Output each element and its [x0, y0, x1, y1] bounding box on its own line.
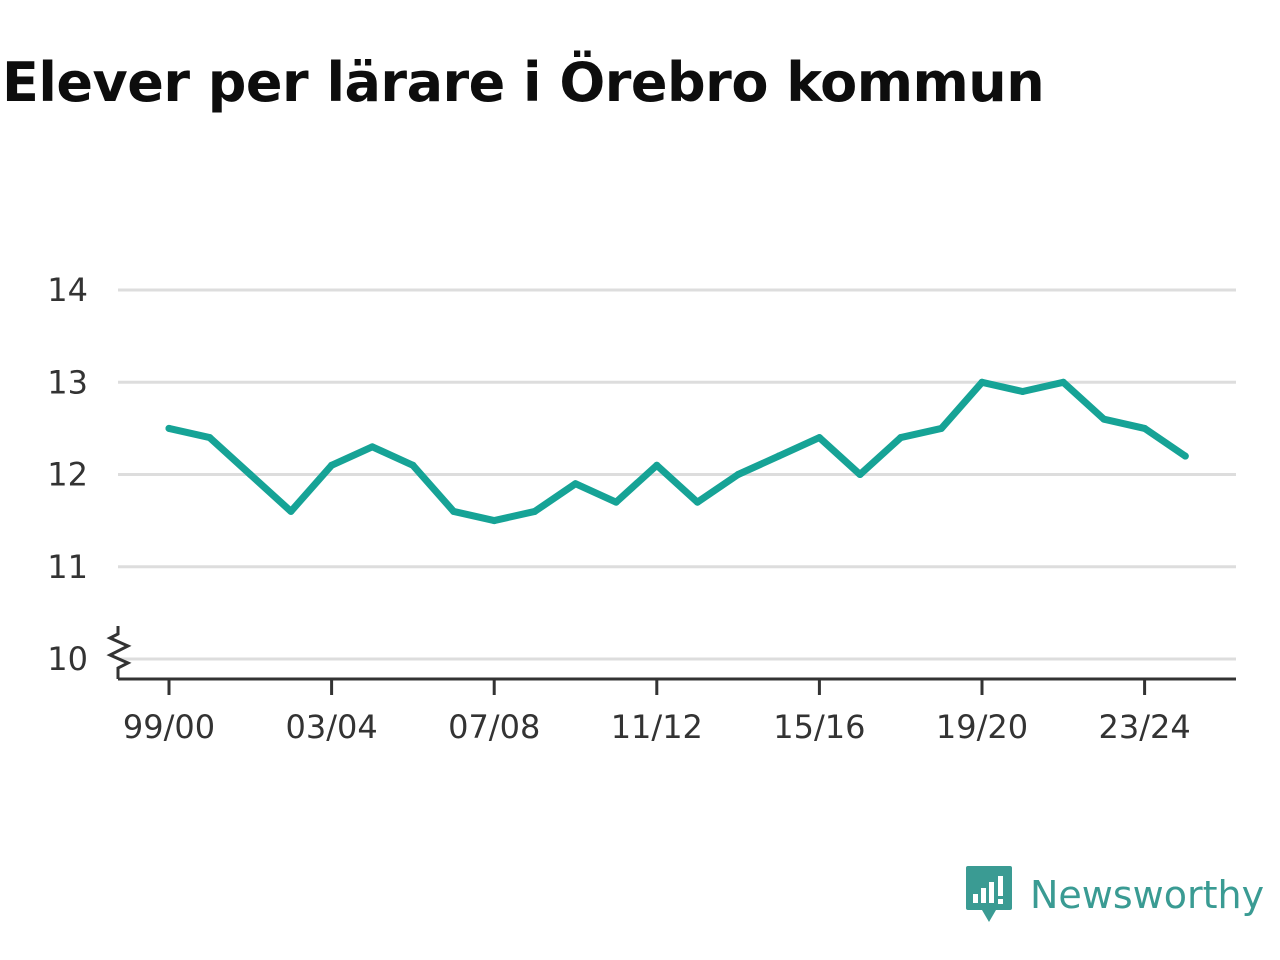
data-point	[1019, 387, 1027, 395]
data-point	[734, 471, 742, 478]
data-point	[368, 443, 376, 451]
data-point	[693, 498, 701, 506]
data-point	[1141, 424, 1149, 432]
x-tick-label: 23/24	[1098, 708, 1190, 746]
y-axis-break	[106, 626, 132, 679]
newsworthy-brand[interactable]: Newsworthy	[964, 864, 1264, 926]
data-point	[165, 424, 173, 432]
data-point	[409, 461, 417, 469]
x-tick-label: 11/12	[611, 708, 703, 746]
data-point	[531, 507, 539, 515]
data-point	[897, 434, 905, 442]
data-point	[1059, 378, 1067, 386]
data-point	[775, 452, 783, 460]
series	[165, 378, 1189, 525]
y-tick-label: 13	[47, 363, 88, 401]
x-tick-label: 07/08	[448, 708, 540, 746]
data-point	[653, 461, 661, 469]
y-axis-ticks: 10 11 12 13 14	[47, 271, 88, 678]
axes	[106, 626, 1236, 681]
data-point	[612, 498, 620, 506]
chart-title: Elever per lärare i Örebro kommun	[2, 51, 1045, 114]
data-point	[328, 461, 336, 469]
data-point	[287, 507, 295, 515]
data-point	[978, 378, 986, 386]
newsworthy-logo-icon	[966, 866, 1012, 922]
x-tick-label: 19/20	[936, 708, 1028, 746]
x-tick-label: 03/04	[285, 708, 377, 746]
data-point	[246, 471, 254, 478]
data-point	[572, 480, 579, 488]
data-point	[1100, 415, 1108, 423]
data-point	[815, 434, 823, 442]
data-point	[856, 471, 864, 478]
data-point	[450, 507, 458, 515]
x-tick-label: 99/00	[123, 708, 215, 746]
data-point	[206, 434, 214, 442]
y-tick-label: 11	[47, 548, 88, 586]
brand-name: Newsworthy	[1030, 873, 1265, 917]
y-tick-label: 14	[47, 271, 88, 309]
y-tick-label: 12	[47, 456, 88, 494]
y-tick-label: 10	[47, 640, 88, 678]
x-tick-label: 15/16	[773, 708, 865, 746]
series-line	[165, 378, 1189, 525]
data-point	[490, 517, 498, 525]
data-point	[1181, 452, 1189, 460]
gridlines	[118, 288, 1236, 661]
data-point	[937, 424, 945, 432]
x-axis-ticks: 99/00 03/04 07/08 11/12 15/16 19/20 23/24	[123, 679, 1191, 746]
